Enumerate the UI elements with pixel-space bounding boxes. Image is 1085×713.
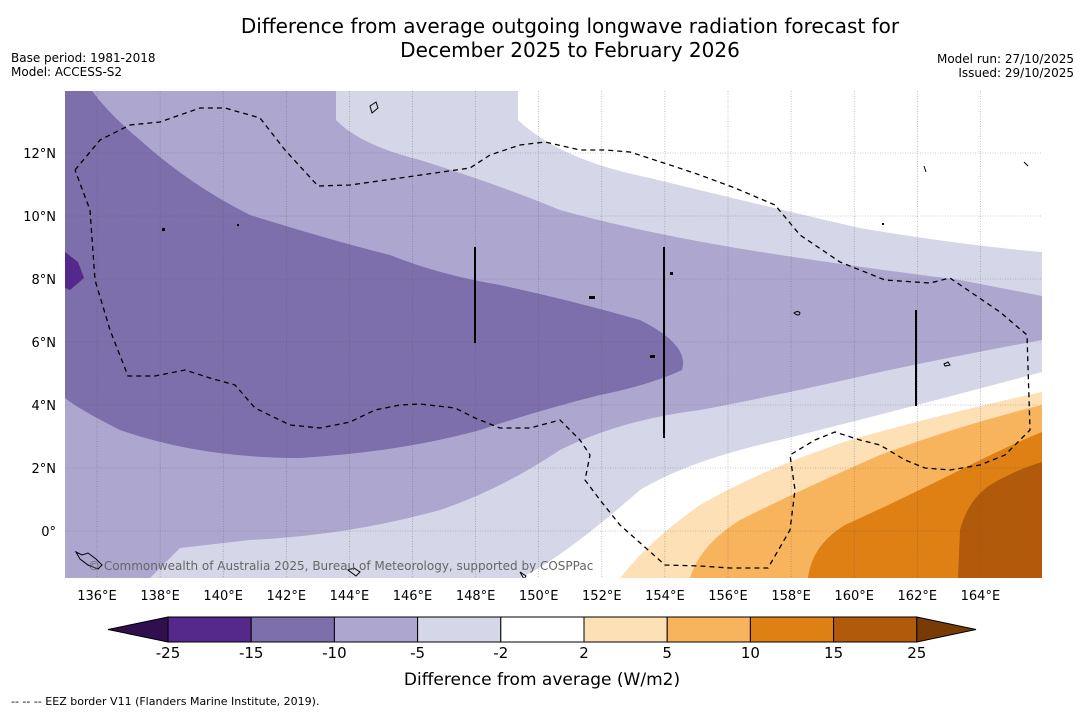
copyright-text: © Commonwealth of Australia 2025, Bureau… (88, 559, 593, 573)
title-line-2: December 2025 to February 2026 (400, 38, 740, 62)
colorbar-segment (583, 616, 668, 643)
y-tick-label: 4°N (32, 399, 57, 414)
x-tick-label: 160°E (834, 589, 874, 604)
colorbar-segment (333, 616, 419, 643)
x-tick-label: 146°E (393, 589, 433, 604)
x-tick-label: 164°E (961, 589, 1001, 604)
colorbar-segment (666, 616, 751, 643)
colorbar-segment (749, 616, 835, 643)
colorbar-extend-low (107, 616, 169, 643)
colorbar-tick-label: -25 (156, 644, 181, 662)
island-outlines (74, 101, 1029, 578)
x-tick-label: 158°E (771, 589, 811, 604)
x-tick-label: 144°E (330, 589, 370, 604)
colorbar-segment (417, 616, 502, 643)
x-tick-label: 138°E (140, 589, 180, 604)
x-tick-label: 162°E (898, 589, 938, 604)
colorbar-extend-high (916, 616, 977, 643)
y-axis-ticks: 12°N 10°N 8°N 6°N 4°N 2°N 0° (23, 147, 56, 540)
colorbar-tick-label: -2 (493, 644, 508, 662)
band-deep-purple (65, 252, 84, 290)
x-tick-label: 140°E (203, 589, 243, 604)
colorbar-tick-label: -5 (410, 644, 425, 662)
x-tick-label: 142°E (267, 589, 307, 604)
colorbar-tick-label: 25 (907, 644, 926, 662)
gridlines (65, 91, 1042, 578)
colorbar-tick-label: -10 (322, 644, 347, 662)
y-tick-label: 2°N (32, 462, 57, 477)
meta-left: Base period: 1981-2018 Model: ACCESS-S2 (11, 51, 156, 79)
x-tick-label: 136°E (77, 589, 117, 604)
colorbar-tick-label: 15 (824, 644, 843, 662)
x-tick-label: 150°E (519, 589, 559, 604)
y-tick-label: 6°N (32, 336, 57, 351)
colorbar-segment (833, 616, 918, 643)
colorbar-tick-label: 5 (662, 644, 672, 662)
model-name: Model: ACCESS-S2 (11, 65, 123, 79)
x-tick-label: 152°E (582, 589, 622, 604)
model-run: Model run: 27/10/2025 (936, 52, 1074, 66)
colorbar-tick-label: 10 (741, 644, 760, 662)
x-tick-label: 154°E (645, 589, 685, 604)
colorbar-segment (500, 616, 585, 643)
colorbar-tick-label: 2 (579, 644, 589, 662)
vertical-markers (474, 247, 917, 438)
issued-date: Issued: 29/10/2025 (958, 66, 1074, 80)
colorbar: -25 -15 -10 -5 -2 2 5 10 15 25 (107, 616, 977, 662)
x-axis-ticks: 136°E 138°E 140°E 142°E 144°E 146°E 148°E 150°E… (77, 589, 1000, 604)
x-tick-label: 156°E (708, 589, 748, 604)
y-tick-label: 0° (41, 525, 56, 540)
colorbar-segment (167, 616, 252, 643)
y-tick-label: 10°N (23, 210, 56, 225)
meta-right: Model run: 27/10/2025 Issued: 29/10/2025 (937, 52, 1074, 80)
island-dots (162, 223, 884, 358)
eez-legend: -- -- -- EEZ border V11 (Flanders Marine… (11, 695, 320, 708)
x-tick-label: 148°E (456, 589, 496, 604)
title-line-1: Difference from average outgoing longwav… (240, 14, 900, 38)
colorbar-segment (250, 616, 335, 643)
band-brown (958, 462, 1042, 578)
band-purple (65, 91, 684, 458)
colorbar-axis-label: Difference from average (W/m2) (404, 670, 680, 690)
base-period: Base period: 1981-2018 (11, 51, 156, 65)
colorbar-tick-label: -15 (239, 644, 264, 662)
y-tick-label: 8°N (32, 273, 57, 288)
map-field: © Commonwealth of Australia 2025, Bureau… (65, 91, 1042, 578)
y-tick-label: 12°N (23, 147, 56, 162)
chart-title: Difference from average outgoing longwav… (0, 14, 1085, 62)
